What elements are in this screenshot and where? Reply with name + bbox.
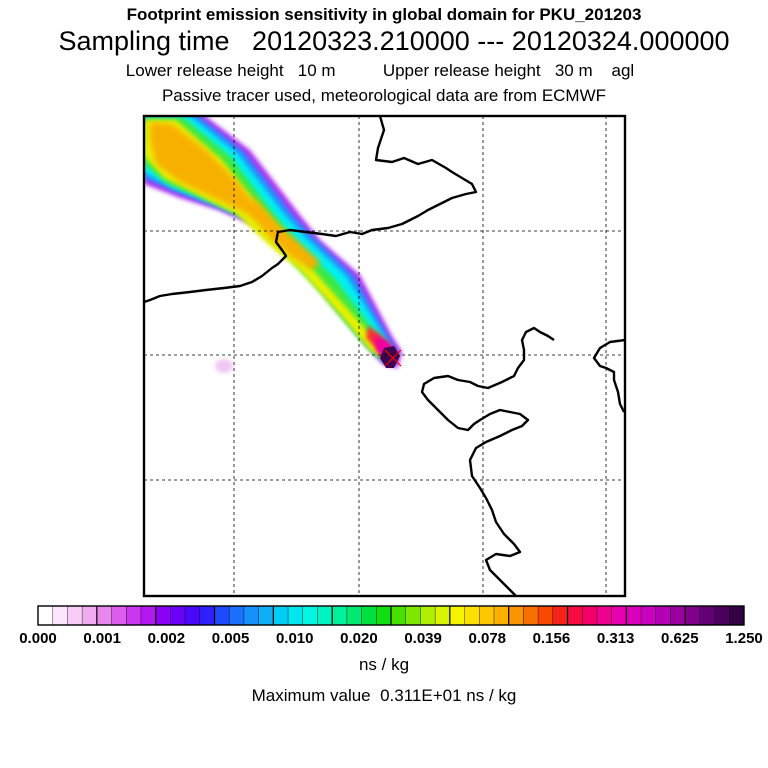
color-scale-cell xyxy=(582,606,598,625)
color-scale-cell xyxy=(67,606,83,625)
color-scale-cell xyxy=(111,606,127,625)
release-site-marker xyxy=(384,349,402,367)
color-scale-tick-label: 0.020 xyxy=(340,630,378,647)
color-scale-cell xyxy=(317,606,333,625)
color-scale-cell xyxy=(405,606,421,625)
color-scale-cell xyxy=(523,606,539,625)
color-scale-cell xyxy=(714,606,730,625)
color-scale-cell xyxy=(346,606,362,625)
plume-layer-orange xyxy=(150,122,272,226)
emission-plume xyxy=(144,116,402,368)
faint-sensitivity-spot xyxy=(215,359,233,373)
coastline-peninsula xyxy=(420,326,555,596)
color-scale-cell xyxy=(155,606,171,625)
color-scale-cell xyxy=(52,606,68,625)
color-scale-cell xyxy=(729,606,745,625)
color-scale-cell xyxy=(199,606,215,625)
color-scale-tick-label: 0.156 xyxy=(533,630,571,647)
sampling-start: 20120323.210000 xyxy=(252,26,470,56)
color-scale-cell xyxy=(332,606,348,625)
color-scale-cell xyxy=(641,606,657,625)
color-scale-cell xyxy=(435,606,451,625)
color-scale-tick-label: 1.250 xyxy=(725,630,763,647)
maximum-value-label: Maximum value xyxy=(251,686,371,705)
color-scale-cell xyxy=(699,606,715,625)
color-scale-cell xyxy=(185,606,201,625)
color-scale-cell xyxy=(670,606,686,625)
color-scale-cell xyxy=(479,606,495,625)
color-scale-cell xyxy=(243,606,260,625)
map-frame xyxy=(142,114,627,598)
color-scale-cell xyxy=(655,606,671,625)
color-scale-cell xyxy=(302,606,318,625)
color-scale-cells xyxy=(38,606,745,625)
description-line: Passive tracer used, meteorological data… xyxy=(161,86,607,105)
sampling-separator: --- xyxy=(477,26,505,56)
graticule xyxy=(144,116,625,596)
color-scale-cell xyxy=(552,606,568,625)
color-scale-tick-label: 0.005 xyxy=(212,630,250,647)
sampling-end: 20120324.000000 xyxy=(511,26,730,56)
color-scale-cell xyxy=(391,606,407,625)
maximum-value-line: Maximum value 0.311E+01 ns / kg xyxy=(0,686,768,706)
color-scale-cell xyxy=(538,606,554,625)
color-scale-cell xyxy=(567,606,583,625)
plume-layer-orange-2 xyxy=(250,196,320,270)
color-scale-cell xyxy=(508,606,524,625)
color-scale-cell xyxy=(361,606,377,625)
plume-core xyxy=(380,346,400,368)
color-scale-cell xyxy=(493,606,510,625)
color-scale-tick-label: 0.078 xyxy=(468,630,506,647)
release-height-line: Lower release height 10 m Upper release … xyxy=(0,61,764,81)
color-scale-cell xyxy=(611,606,627,625)
maximum-value: 0.311E+01 xyxy=(380,686,462,705)
sampling-time-line: Sampling time 20120323.210000 --- 201203… xyxy=(10,26,768,57)
color-scale-cell xyxy=(229,606,245,625)
color-scale-cell xyxy=(140,606,157,625)
color-scale-tick-label: 0.002 xyxy=(148,630,186,647)
color-scale-cell xyxy=(96,606,112,625)
coastline-north xyxy=(144,116,478,304)
color-scale-cell xyxy=(170,606,186,625)
upper-release-value: 30 m xyxy=(554,61,593,80)
sampling-time-label: Sampling time xyxy=(58,26,230,56)
color-scale-cell xyxy=(126,606,142,625)
color-scale-units: ns / kg xyxy=(358,655,410,674)
color-scale-cell xyxy=(449,606,465,625)
color-scale-labels: 0.000 0.001 0.002 0.005 0.010 0.020 0.039 0.078… xyxy=(19,630,763,647)
height-reference: agl xyxy=(611,61,635,80)
color-scale-cell xyxy=(685,606,701,625)
color-scale-tick-label: 0.010 xyxy=(276,630,314,647)
lower-release-label: Lower release height xyxy=(125,61,284,80)
color-scale-ticks xyxy=(52,606,730,625)
lower-release-value: 10 m xyxy=(297,61,336,80)
color-scale-cell xyxy=(273,606,289,625)
color-scale-cell xyxy=(258,606,274,625)
color-scale-cell xyxy=(596,606,613,625)
color-scale-tick-label: 0.039 xyxy=(404,630,442,647)
color-scale-cell xyxy=(288,606,304,625)
color-scale-cell xyxy=(376,606,392,625)
color-scale-cell xyxy=(626,606,642,625)
upper-release-label: Upper release height xyxy=(382,61,541,80)
color-scale-cell xyxy=(420,606,436,625)
color-scale-tick-label: 0.001 xyxy=(83,630,121,647)
color-scale-cell xyxy=(82,606,98,625)
plot-title: Footprint emission sensitivity in global… xyxy=(126,5,642,24)
color-scale-tick-label: 0.313 xyxy=(597,630,635,647)
maximum-value-units: ns / kg xyxy=(466,686,517,705)
color-scale-frame xyxy=(37,605,745,626)
color-scale-tick-label: 0.000 xyxy=(19,630,57,647)
color-scale-cell xyxy=(214,606,230,625)
color-scale-cell xyxy=(38,606,54,625)
color-scale-tick-label: 0.625 xyxy=(661,630,699,647)
color-scale-cell xyxy=(464,606,480,625)
